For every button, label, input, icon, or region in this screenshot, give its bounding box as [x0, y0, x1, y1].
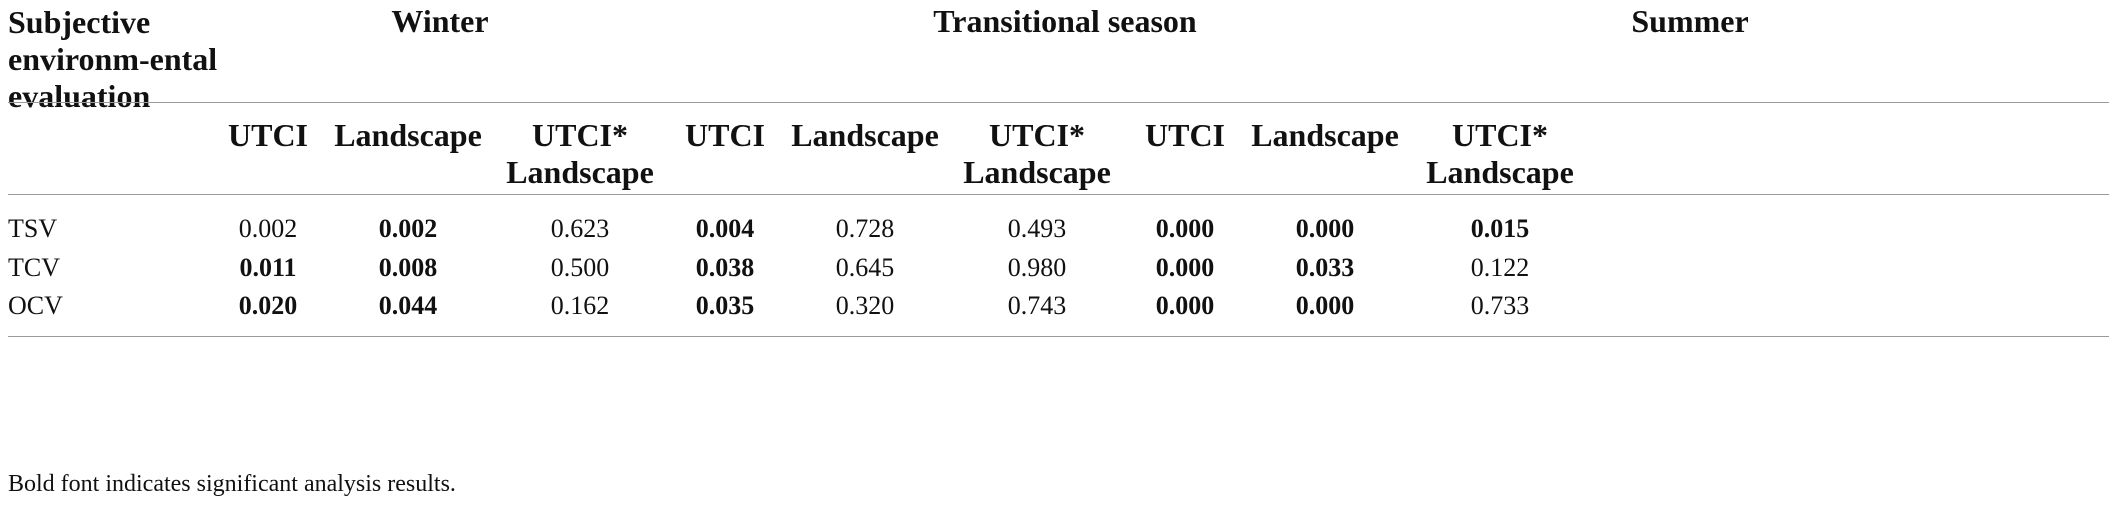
table-footnote: Bold font indicates significant analysis…	[8, 471, 456, 497]
column-header: UTCI	[228, 117, 308, 154]
table-cell: 0.000	[1155, 214, 1215, 243]
column-header-line: Landscape	[506, 154, 654, 190]
table-cell: 0.002	[378, 214, 438, 243]
table-bottom-rule	[8, 336, 2109, 337]
row-label: TCV	[8, 253, 60, 282]
table-cell: 0.020	[238, 291, 298, 320]
column-header: UTCI* Landscape	[963, 117, 1111, 191]
column-header-line: UTCI*	[531, 117, 628, 153]
table-cell: 0.000	[1155, 291, 1215, 320]
table-cell: 0.743	[1007, 291, 1067, 320]
table-cell: 0.015	[1470, 214, 1530, 243]
column-header-line: UTCI	[227, 117, 309, 153]
column-header-line: Landscape	[1251, 117, 1399, 153]
column-header-line: Landscape	[963, 154, 1111, 190]
table-cell: 0.044	[378, 291, 438, 320]
column-header: UTCI* Landscape	[1426, 117, 1574, 191]
table-cell: 0.122	[1470, 253, 1530, 282]
column-header: UTCI	[685, 117, 765, 154]
column-header: Landscape	[791, 117, 939, 154]
table-cell: 0.000	[1155, 253, 1215, 282]
column-header-line: UTCI*	[988, 117, 1085, 153]
header-bottom-rule	[8, 194, 2109, 195]
row-label: TSV	[8, 214, 58, 243]
row-label: OCV	[8, 291, 63, 320]
table-cell: 0.038	[695, 253, 755, 282]
column-header-line: Landscape	[791, 117, 939, 153]
column-header-line: UTCI	[684, 117, 766, 153]
table-cell: 0.033	[1295, 253, 1355, 282]
table-cell: 0.728	[835, 214, 895, 243]
column-header-line: Landscape	[1426, 154, 1574, 190]
group-header: Summer	[1631, 3, 1749, 39]
table-cell: 0.500	[550, 253, 610, 282]
table-cell: 0.493	[1007, 214, 1067, 243]
group-header: Transitional season	[933, 3, 1197, 39]
table-cell: 0.733	[1470, 291, 1530, 320]
table-cell: 0.320	[835, 291, 895, 320]
column-header: UTCI	[1145, 117, 1225, 154]
table-cell: 0.011	[239, 253, 297, 282]
column-header: Landscape	[334, 117, 482, 154]
column-header: Landscape	[1251, 117, 1399, 154]
table-cell: 0.623	[550, 214, 610, 243]
header-divider-rule	[8, 102, 2109, 103]
table-cell: 0.008	[378, 253, 438, 282]
column-header: UTCI* Landscape	[506, 117, 654, 191]
table-cell: 0.162	[550, 291, 610, 320]
stub-header: Subjective environm-ental evaluation	[8, 4, 218, 114]
table-cell: 0.004	[695, 214, 755, 243]
table-cell: 0.000	[1295, 214, 1355, 243]
table-cell: 0.035	[695, 291, 755, 320]
column-header-line: UTCI	[1144, 117, 1226, 153]
table-cell: 0.645	[835, 253, 895, 282]
table-cell: 0.980	[1007, 253, 1067, 282]
table-cell: 0.002	[238, 214, 298, 243]
group-header: Winter	[391, 3, 489, 39]
table-cell: 0.000	[1295, 291, 1355, 320]
column-header-line: UTCI*	[1451, 117, 1548, 153]
column-header-line: Landscape	[334, 117, 482, 153]
